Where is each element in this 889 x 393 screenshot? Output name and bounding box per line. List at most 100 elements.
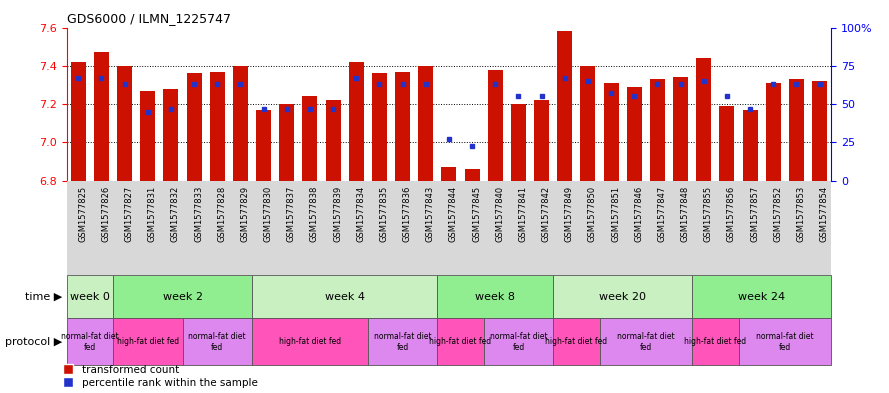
Bar [465, 169, 480, 181]
Bar [164, 89, 179, 181]
FancyBboxPatch shape [484, 318, 553, 365]
Bar [488, 70, 503, 181]
Bar [348, 62, 364, 181]
Text: GSM1577849: GSM1577849 [565, 185, 573, 242]
Text: GSM1577846: GSM1577846 [634, 185, 644, 242]
FancyBboxPatch shape [599, 318, 693, 365]
Bar [210, 72, 225, 181]
Text: GSM1577834: GSM1577834 [356, 185, 365, 242]
Text: GSM1577842: GSM1577842 [541, 185, 550, 242]
Bar [71, 62, 85, 181]
Bar [372, 73, 387, 181]
Bar [442, 167, 456, 181]
Text: normal-fat diet
fed: normal-fat diet fed [188, 332, 246, 352]
Bar [696, 58, 711, 181]
Bar [765, 83, 781, 181]
Bar [302, 96, 317, 181]
Text: high-fat diet fed: high-fat diet fed [429, 338, 492, 346]
Text: high-fat diet fed: high-fat diet fed [685, 338, 747, 346]
Text: GSM1577856: GSM1577856 [727, 185, 736, 242]
Text: GDS6000 / ILMN_1225747: GDS6000 / ILMN_1225747 [67, 12, 230, 25]
Bar [395, 72, 410, 181]
Text: GSM1577851: GSM1577851 [611, 185, 621, 242]
FancyBboxPatch shape [553, 318, 599, 365]
FancyBboxPatch shape [182, 318, 252, 365]
Text: GSM1577833: GSM1577833 [194, 185, 203, 242]
Text: GSM1577837: GSM1577837 [287, 185, 296, 242]
Text: GSM1577841: GSM1577841 [518, 185, 527, 242]
Bar [117, 66, 132, 181]
Bar [233, 66, 248, 181]
Text: GSM1577831: GSM1577831 [148, 185, 156, 242]
Text: week 24: week 24 [738, 292, 785, 302]
Text: GSM1577829: GSM1577829 [240, 185, 250, 242]
Text: week 8: week 8 [476, 292, 516, 302]
FancyBboxPatch shape [437, 275, 553, 318]
Text: GSM1577836: GSM1577836 [403, 185, 412, 242]
FancyBboxPatch shape [113, 318, 182, 365]
Bar [581, 66, 596, 181]
Text: normal-fat diet
fed: normal-fat diet fed [756, 332, 813, 352]
Text: time ▶: time ▶ [25, 292, 62, 302]
Text: GSM1577848: GSM1577848 [681, 185, 690, 242]
FancyBboxPatch shape [693, 318, 739, 365]
FancyBboxPatch shape [67, 318, 113, 365]
Bar [813, 81, 827, 181]
Bar [604, 83, 619, 181]
Text: GSM1577826: GSM1577826 [101, 185, 110, 242]
Text: normal-fat diet
fed: normal-fat diet fed [61, 332, 118, 352]
Text: week 2: week 2 [163, 292, 203, 302]
Text: week 4: week 4 [324, 292, 364, 302]
Bar [140, 91, 156, 181]
FancyBboxPatch shape [252, 318, 368, 365]
Text: GSM1577855: GSM1577855 [704, 185, 713, 242]
Text: GSM1577827: GSM1577827 [124, 185, 133, 242]
Bar [789, 79, 804, 181]
Text: GSM1577853: GSM1577853 [797, 185, 805, 242]
FancyBboxPatch shape [739, 318, 831, 365]
Bar [742, 110, 757, 181]
FancyBboxPatch shape [368, 318, 437, 365]
Bar [627, 87, 642, 181]
Text: normal-fat diet
fed: normal-fat diet fed [617, 332, 675, 352]
FancyBboxPatch shape [252, 275, 437, 318]
Text: normal-fat diet
fed: normal-fat diet fed [490, 332, 548, 352]
Bar [187, 73, 202, 181]
Text: GSM1577847: GSM1577847 [658, 185, 667, 242]
Text: GSM1577830: GSM1577830 [264, 185, 273, 242]
Text: protocol ▶: protocol ▶ [5, 337, 62, 347]
FancyBboxPatch shape [437, 318, 484, 365]
FancyBboxPatch shape [67, 275, 113, 318]
Bar [511, 104, 526, 181]
Bar [534, 100, 549, 181]
Text: GSM1577832: GSM1577832 [171, 185, 180, 242]
Bar [673, 77, 688, 181]
Text: GSM1577828: GSM1577828 [217, 185, 227, 242]
Text: GSM1577854: GSM1577854 [820, 185, 829, 242]
Text: GSM1577845: GSM1577845 [472, 185, 481, 242]
Text: GSM1577840: GSM1577840 [495, 185, 504, 242]
Text: GSM1577857: GSM1577857 [750, 185, 759, 242]
Text: GSM1577838: GSM1577838 [310, 185, 319, 242]
Bar [418, 66, 433, 181]
Bar [719, 106, 734, 181]
Text: high-fat diet fed: high-fat diet fed [545, 338, 607, 346]
FancyBboxPatch shape [693, 275, 831, 318]
Text: week 0: week 0 [70, 292, 109, 302]
Text: GSM1577852: GSM1577852 [773, 185, 782, 242]
Text: GSM1577843: GSM1577843 [426, 185, 435, 242]
Text: high-fat diet fed: high-fat diet fed [279, 338, 341, 346]
Bar [279, 104, 294, 181]
Legend: transformed count, percentile rank within the sample: transformed count, percentile rank withi… [63, 365, 258, 388]
Text: GSM1577839: GSM1577839 [333, 185, 342, 242]
Bar [650, 79, 665, 181]
Bar [557, 31, 573, 181]
Bar [94, 52, 109, 181]
Text: normal-fat diet
fed: normal-fat diet fed [373, 332, 431, 352]
Text: GSM1577825: GSM1577825 [78, 185, 87, 242]
Text: high-fat diet fed: high-fat diet fed [116, 338, 179, 346]
Text: week 20: week 20 [599, 292, 646, 302]
Bar [325, 100, 340, 181]
Text: GSM1577850: GSM1577850 [588, 185, 597, 242]
FancyBboxPatch shape [553, 275, 693, 318]
